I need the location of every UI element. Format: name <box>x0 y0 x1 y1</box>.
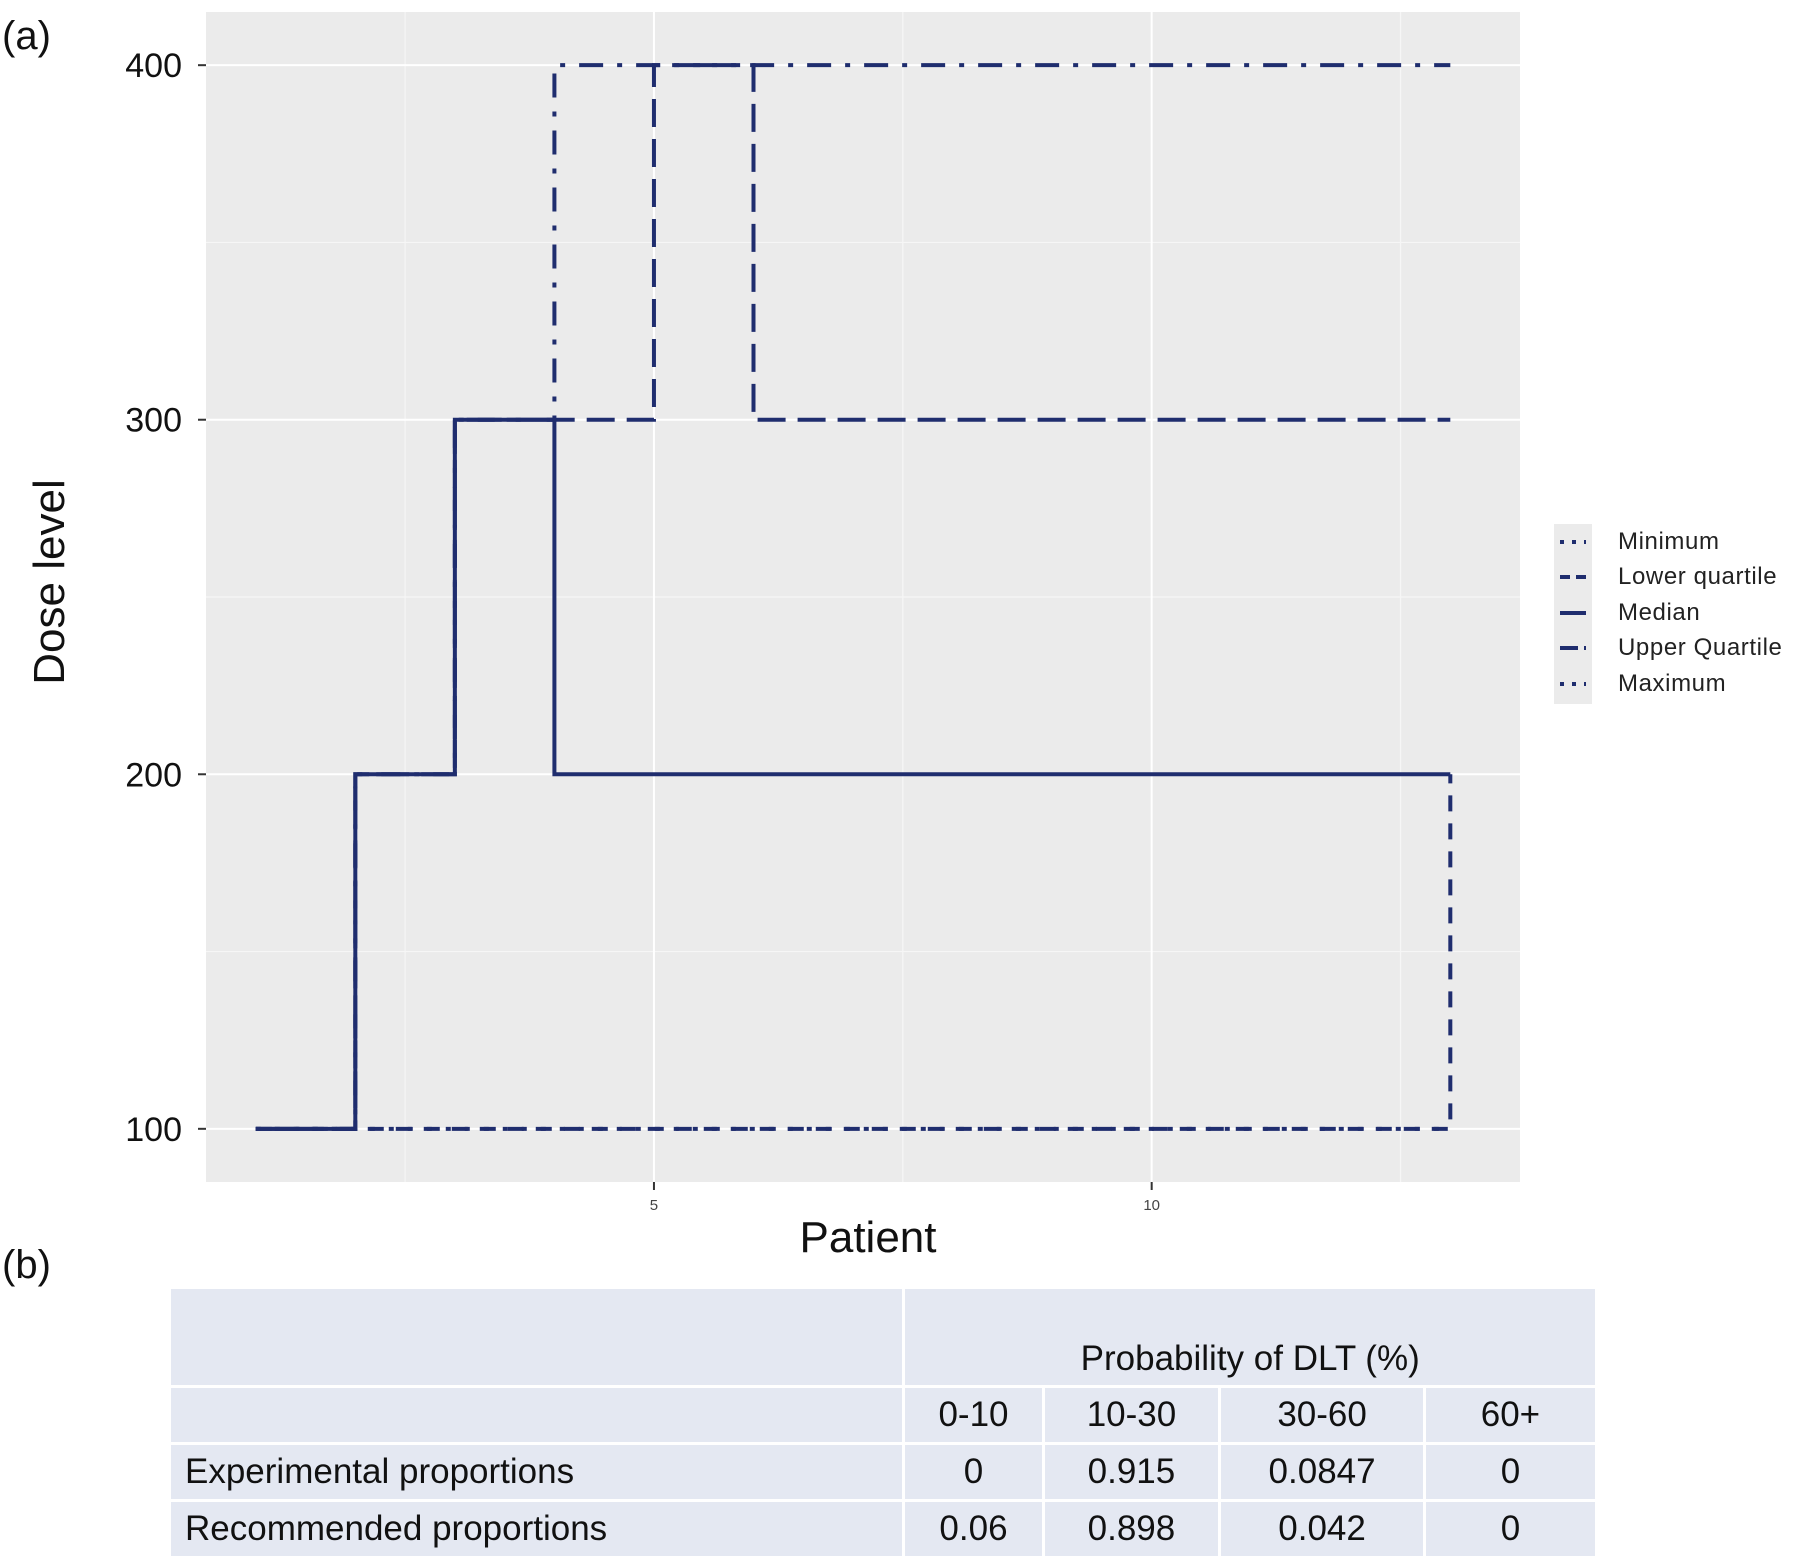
legend-key <box>1554 560 1592 596</box>
x-axis-label: Patient <box>800 1213 937 1260</box>
legend-swatch <box>1560 681 1586 686</box>
table-row-label: Experimental proportions <box>167 1442 906 1502</box>
legend-key <box>1554 595 1592 631</box>
legend-item: Minimum <box>1554 524 1794 560</box>
table-row-label: Recommended proportions <box>167 1499 906 1559</box>
legend-label: Lower quartile <box>1618 563 1778 591</box>
legend-item: Median <box>1554 595 1794 631</box>
legend-label: Maximum <box>1618 669 1727 697</box>
table-cell: 0 <box>1422 1442 1599 1502</box>
table-row: Recommended proportions 0.06 0.898 0.042… <box>167 1499 1599 1559</box>
legend-swatch <box>1560 610 1586 615</box>
legend-label: Upper Quartile <box>1618 634 1783 662</box>
legend-item: Maximum <box>1554 666 1794 702</box>
legend-item: Upper Quartile <box>1554 631 1794 667</box>
dlt-probability-table: Probability of DLT (%) 0-10 10-30 30-60 … <box>167 1286 1599 1559</box>
table-row: Experimental proportions 0 0.915 0.0847 … <box>167 1442 1599 1502</box>
table-column-header: 60+ <box>1422 1385 1599 1445</box>
legend-key <box>1554 631 1592 667</box>
x-tick-label: 5 <box>650 1197 658 1214</box>
table-cell: 0.042 <box>1218 1499 1426 1559</box>
table-column-header: 30-60 <box>1218 1385 1426 1445</box>
legend-swatch <box>1560 539 1586 544</box>
panel-a-label: (a) <box>2 14 51 58</box>
table-cell: 0.915 <box>1041 1442 1222 1502</box>
table-cell: 0.0847 <box>1218 1442 1426 1502</box>
y-tick-label: 400 <box>125 47 182 85</box>
table-cell: 0.898 <box>1041 1499 1222 1559</box>
legend-item: Lower quartile <box>1554 560 1794 596</box>
panel-b-label: (b) <box>2 1243 51 1287</box>
dose-level-chart: 100 200 300 400 5 10 Patient Dose level <box>25 12 1520 1260</box>
table-column-header: 10-30 <box>1041 1385 1222 1445</box>
table-corner-cell <box>167 1286 906 1388</box>
minor-gridlines <box>206 12 1520 1182</box>
table-cell: 0 <box>1422 1499 1599 1559</box>
legend-key <box>1554 666 1592 702</box>
series-line-median <box>255 417 1451 1131</box>
table-cell: 0 <box>902 1442 1045 1502</box>
table-group-header-row: Probability of DLT (%) <box>167 1286 1598 1388</box>
y-tick-label: 300 <box>125 402 182 440</box>
series-lines <box>255 63 1453 1131</box>
chart-legend: Minimum Lower quartile Median Upper Quartil… <box>1554 524 1794 704</box>
y-tick-label: 200 <box>125 756 182 794</box>
legend-swatch <box>1560 575 1586 580</box>
table-column-header: 0-10 <box>902 1385 1045 1445</box>
y-tick-label: 100 <box>125 1111 182 1149</box>
table-corner-cell <box>167 1385 906 1445</box>
table-column-header-row: 0-10 10-30 30-60 60+ <box>167 1385 1599 1445</box>
legend-swatch <box>1560 646 1586 651</box>
legend-label: Median <box>1618 598 1701 626</box>
legend-label: Minimum <box>1618 527 1720 555</box>
x-tick-label: 10 <box>1143 1197 1160 1214</box>
y-axis-label: Dose level <box>25 479 74 684</box>
legend-key <box>1554 524 1592 560</box>
table-group-header: Probability of DLT (%) <box>902 1286 1598 1388</box>
table-cell: 0.06 <box>902 1499 1045 1559</box>
series-line-maximum <box>255 63 1451 1131</box>
axes: 100 200 300 400 5 10 <box>125 47 1160 1214</box>
